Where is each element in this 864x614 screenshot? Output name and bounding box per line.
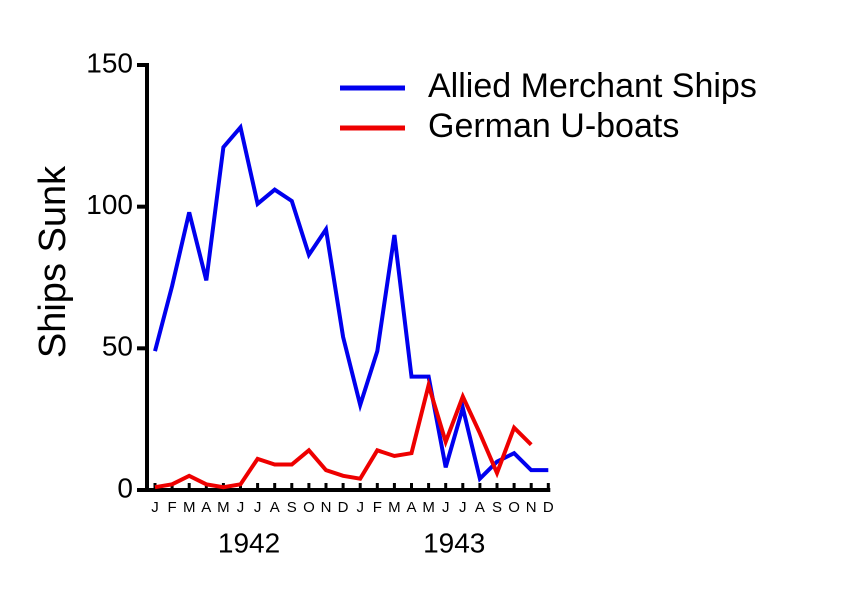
year-label: 1943 [423,527,485,558]
x-tick-label: J [459,499,467,516]
x-tick-label: A [270,499,280,516]
x-tick-label: O [508,499,520,516]
x-tick-label: M [422,499,435,516]
x-tick-label: J [356,499,364,516]
x-tick-label: J [254,499,262,516]
series-line [154,377,533,490]
x-tick-label: A [201,499,211,516]
x-tick-label: F [168,499,177,516]
x-tick-label: D [338,499,349,516]
x-tick-label: F [373,499,382,516]
x-tick-label: J [237,499,245,516]
legend-label: German U-boats [428,107,679,145]
series-line [153,123,549,483]
x-tick-label: J [151,499,159,516]
x-tick-label: A [475,499,485,516]
legend-label: Allied Merchant Ships [428,67,757,105]
x-tick-label: D [543,499,554,516]
x-tick-label: M [388,499,401,516]
x-tick-label: O [303,499,315,516]
x-tick-label: M [183,499,196,516]
x-tick-label: A [406,499,416,516]
x-tick-label: M [217,499,230,516]
y-tick-label: 0 [117,472,133,503]
y-tick-label: 150 [86,47,133,78]
x-tick-label: N [526,499,537,516]
x-tick-label: S [492,499,502,516]
x-tick-label: N [321,499,332,516]
x-tick-label: S [287,499,297,516]
x-tick-label: J [442,499,450,516]
y-tick-label: 100 [86,189,133,220]
year-label: 1942 [218,527,280,558]
y-axis-label: Ships Sunk [32,165,74,358]
y-tick-label: 50 [102,331,133,362]
